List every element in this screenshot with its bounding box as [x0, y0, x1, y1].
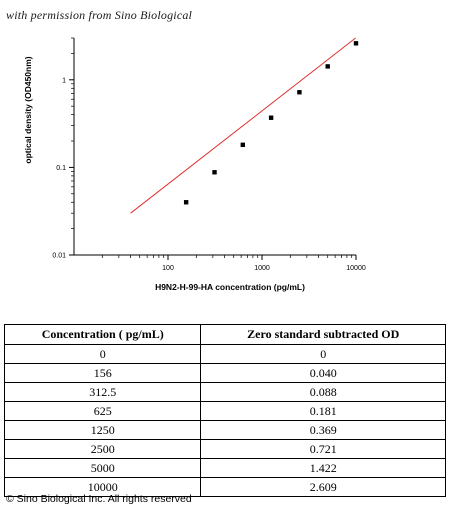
table-cell: 1250: [3, 420, 202, 440]
table-cell: 0: [200, 344, 446, 364]
od-data-table: Concentration ( pg/mL) Zero standard sub…: [3, 324, 446, 497]
table-cell: 0.040: [200, 363, 446, 383]
data-point: [353, 41, 359, 46]
table-cell: 2500: [3, 439, 202, 459]
table-cell: 1.422: [200, 458, 446, 478]
fit-line: [130, 37, 356, 214]
table-cell: 0.369: [200, 420, 446, 440]
table-cell: 0.721: [200, 439, 446, 459]
x-tick-label: 10000: [346, 265, 366, 272]
y-axis-label-text: optical density (OD450nm): [23, 56, 33, 164]
chart-ticks: 100 1000 10000 0.01 0.1 1: [52, 37, 366, 272]
elisa-standard-curve-chart: 100 1000 10000 0.01 0.1 1: [52, 37, 366, 272]
table-row: 2500 0.721: [3, 439, 446, 459]
data-point: [325, 64, 330, 69]
table-row: 10000 2.609: [3, 477, 446, 497]
permission-note: with permission from Sino Biological: [6, 8, 193, 22]
table-row: 5000 1.422: [3, 458, 446, 478]
data-point: [240, 142, 246, 148]
table-row: 1250 0.369: [3, 420, 446, 440]
x-tick-label: 1000: [254, 265, 270, 272]
data-point: [268, 115, 274, 120]
copyright-footer: © Sino Biological Inc. All rights reserv…: [6, 493, 192, 505]
table-cell: 0.181: [200, 401, 446, 421]
table-row: 625 0.181: [3, 401, 446, 421]
data-point: [183, 200, 189, 205]
table-cell: 625: [3, 401, 202, 421]
table-cell: 5000: [3, 458, 202, 478]
table-cell: 0: [3, 344, 202, 364]
table-row: 156 0.040: [3, 363, 446, 383]
table-row: 312.5 0.088: [3, 382, 446, 402]
data-points: [183, 41, 359, 205]
y-tick-label: 1: [62, 77, 66, 84]
x-axis-label: H9N2-H-99-HA concentration (pg/mL): [155, 282, 305, 292]
table-cell: 312.5: [3, 382, 202, 402]
y-tick-label: 0.1: [56, 165, 66, 172]
x-tick-label: 100: [162, 265, 174, 272]
table-cell: 156: [3, 363, 202, 383]
fit-line-group: [130, 37, 356, 214]
data-point: [212, 170, 217, 175]
chart-axes: [73, 38, 356, 256]
table-cell: 0.088: [200, 382, 446, 402]
table-cell: 2.609: [200, 477, 446, 497]
y-tick-label: 0.01: [52, 253, 66, 260]
table-header-row: Concentration ( pg/mL) Zero standard sub…: [3, 324, 446, 345]
table-cell: 10000: [3, 477, 202, 497]
data-point: [297, 90, 302, 95]
column-header-od: Zero standard subtracted OD: [200, 324, 446, 345]
column-header-concentration: Concentration ( pg/mL): [3, 324, 202, 345]
